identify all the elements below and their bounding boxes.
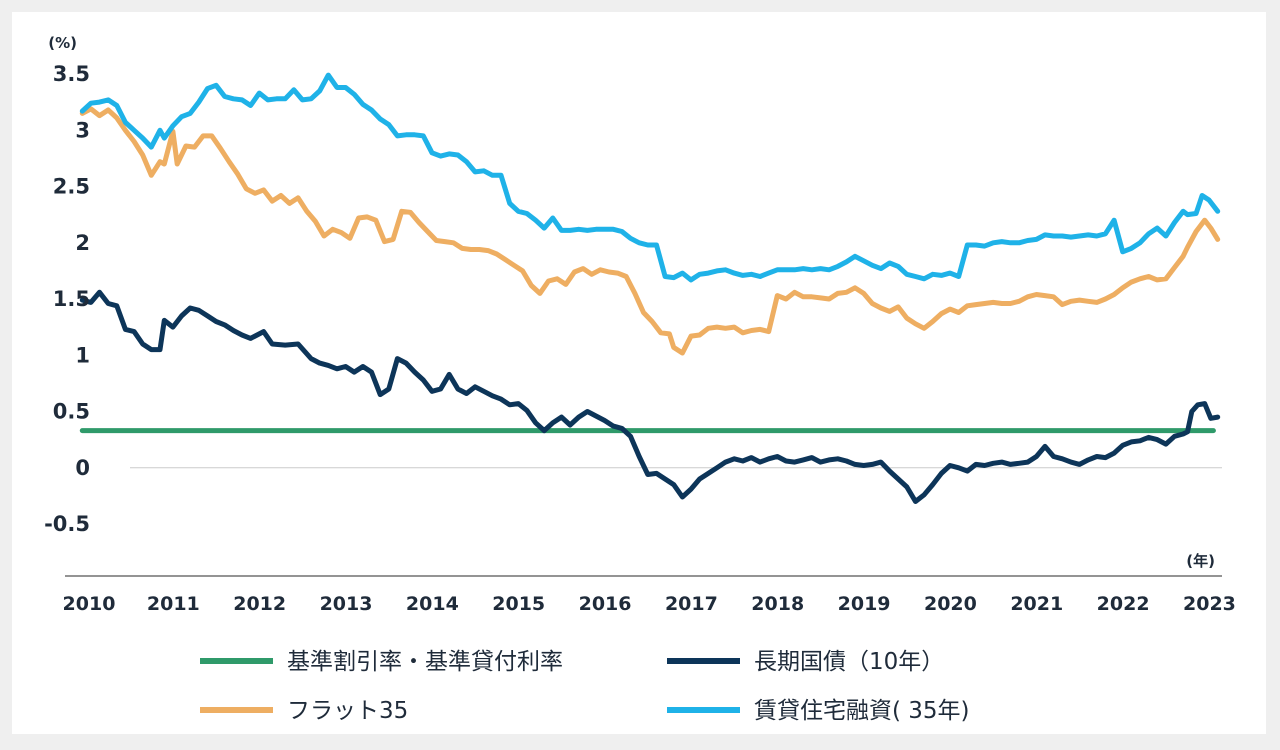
x-tick-label: 2010 [63, 593, 116, 615]
y-tick-label: 1 [75, 343, 90, 367]
legend-item-3: フラット35 [200, 698, 408, 724]
x-tick-label: 2016 [579, 593, 632, 615]
x-tick-label: 2020 [924, 593, 977, 615]
legend-item-1: 基準割引率・基準貸付利率 [200, 649, 563, 675]
x-axis-unit: (年) [1186, 552, 1215, 570]
legend-item-2: 長期国債（10年） [667, 649, 944, 675]
y-tick-label: 1.5 [53, 287, 90, 311]
legend-item-4: 賃貸住宅融資( 35年) [667, 698, 970, 724]
series-line-4 [79, 72, 1221, 283]
y-axis-unit: (%) [48, 34, 77, 52]
y-tick-label: 0 [75, 456, 90, 480]
series-layer [79, 72, 1221, 504]
series-line-2 [79, 289, 1221, 504]
x-tick-label: 2022 [1097, 593, 1150, 615]
x-tick-label: 2018 [751, 593, 804, 615]
x-tick-label: 2014 [406, 593, 459, 615]
x-tick-label: 2011 [147, 593, 200, 615]
x-tick-label: 2019 [838, 593, 891, 615]
x-tick-label: 2021 [1010, 593, 1063, 615]
x-tick-label: 2017 [665, 593, 718, 615]
x-tick-label: 2013 [320, 593, 373, 615]
legend-label: 賃貸住宅融資( 35年) [754, 698, 970, 724]
x-tick-label: 2012 [233, 593, 286, 615]
axis-layer: (%) (年) 3.5 3 2.5 2 1.5 1 0.5 0 -0.5 2010 2011 2012 20… [44, 34, 1236, 615]
x-tick-label: 2023 [1183, 593, 1236, 615]
legend-label: 基準割引率・基準貸付利率 [287, 649, 563, 675]
x-tick-label: 2015 [492, 593, 545, 615]
y-tick-label: 3.5 [53, 62, 90, 86]
legend-label: 長期国債（10年） [754, 649, 944, 675]
y-tick-label: 3 [75, 118, 90, 142]
legend-label: フラット35 [287, 698, 408, 724]
chart-card: (%) (年) 3.5 3 2.5 2 1.5 1 0.5 0 -0.5 2010 2011 2012 20… [12, 12, 1266, 734]
line-chart: (%) (年) 3.5 3 2.5 2 1.5 1 0.5 0 -0.5 2010 2011 2012 20… [44, 34, 1236, 724]
y-tick-label: 0.5 [53, 400, 90, 424]
y-tick-label: 2.5 [53, 175, 90, 199]
legend: 基準割引率・基準貸付利率 長期国債（10年） フラット35 賃貸住宅融資( 35年) [200, 649, 970, 724]
y-tick-label: -0.5 [44, 512, 90, 536]
series-line-3 [79, 106, 1221, 356]
y-tick-label: 2 [75, 231, 90, 255]
